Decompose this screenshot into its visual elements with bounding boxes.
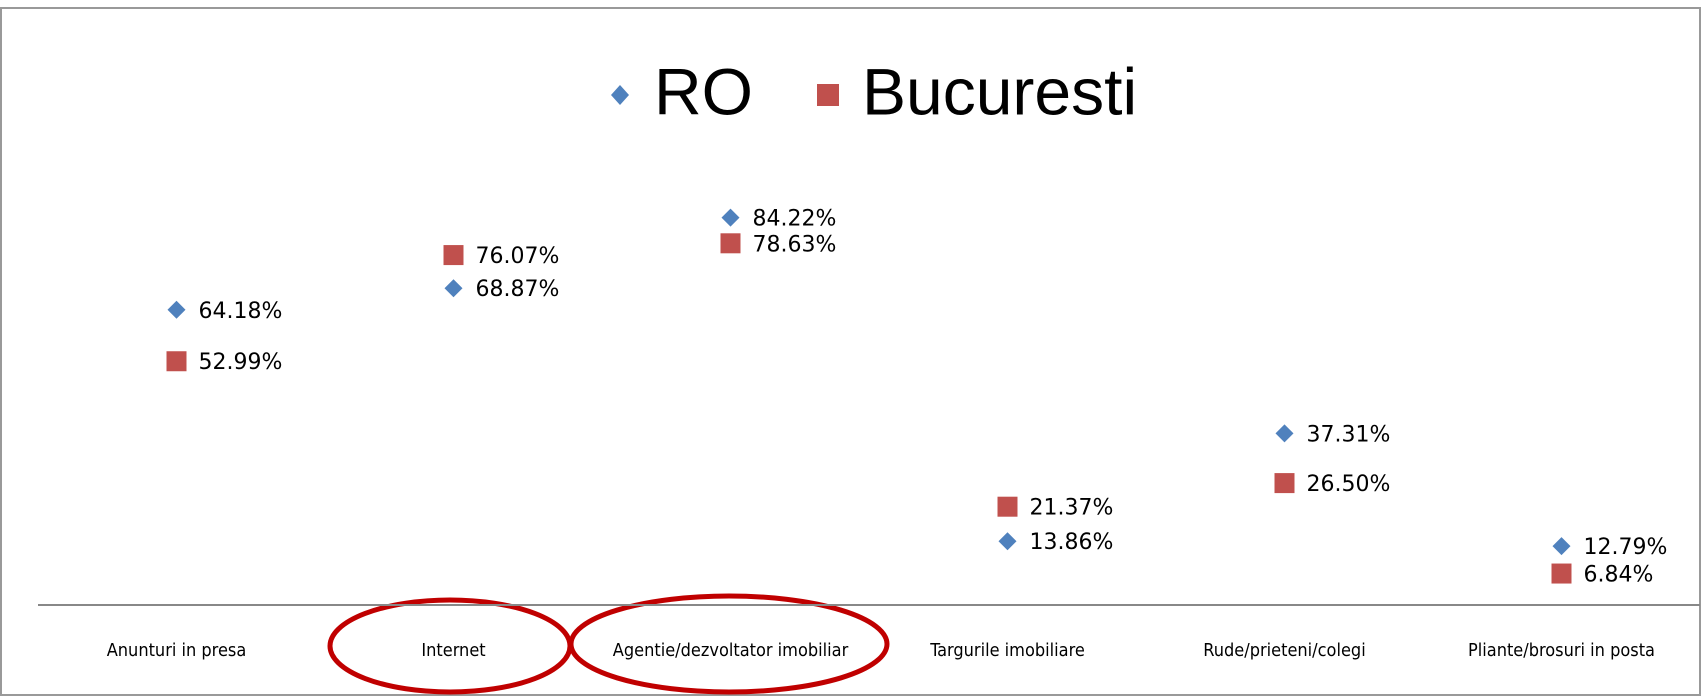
- data-label: 84.22%: [753, 207, 837, 232]
- data-label: 52.99%: [199, 350, 283, 375]
- data-label: 26.50%: [1307, 472, 1391, 497]
- data-label: 12.79%: [1584, 535, 1668, 560]
- marker: [1551, 563, 1572, 584]
- legend-marker: [817, 84, 839, 106]
- data-label: 21.37%: [1030, 496, 1114, 521]
- data-label: 6.84%: [1584, 563, 1654, 588]
- marker: [720, 233, 741, 254]
- marker: [1275, 424, 1294, 443]
- highlight-ellipse: [568, 593, 890, 695]
- marker: [997, 496, 1018, 517]
- marker: [1274, 473, 1295, 494]
- data-label: 68.87%: [476, 277, 560, 302]
- marker: [166, 351, 187, 372]
- x-tick-label: Targurile imobiliare: [929, 640, 1085, 661]
- legend-marker: [611, 85, 629, 105]
- x-tick-label: Internet: [421, 640, 485, 661]
- marker: [167, 300, 186, 319]
- marker: [998, 532, 1017, 551]
- marker: [721, 208, 740, 227]
- x-tick-label: Anunturi in presa: [107, 640, 247, 661]
- x-tick-label: Pliante/brosuri in posta: [1468, 640, 1655, 661]
- data-label: 76.07%: [476, 244, 560, 269]
- data-label: 37.31%: [1307, 422, 1391, 447]
- x-tick-label: Rude/prieteni/colegi: [1203, 640, 1365, 661]
- marker: [444, 279, 463, 298]
- marker: [443, 245, 464, 266]
- data-label: 64.18%: [199, 299, 283, 324]
- x-tick-label: Agentie/dezvoltator imobiliar: [613, 640, 849, 661]
- legend-label: Bucuresti: [862, 54, 1137, 128]
- legend-label: RO: [654, 54, 753, 128]
- data-label: 13.86%: [1030, 530, 1114, 555]
- data-label: 78.63%: [753, 232, 837, 257]
- marker: [1552, 537, 1571, 556]
- chart-frame: [0, 7, 1701, 696]
